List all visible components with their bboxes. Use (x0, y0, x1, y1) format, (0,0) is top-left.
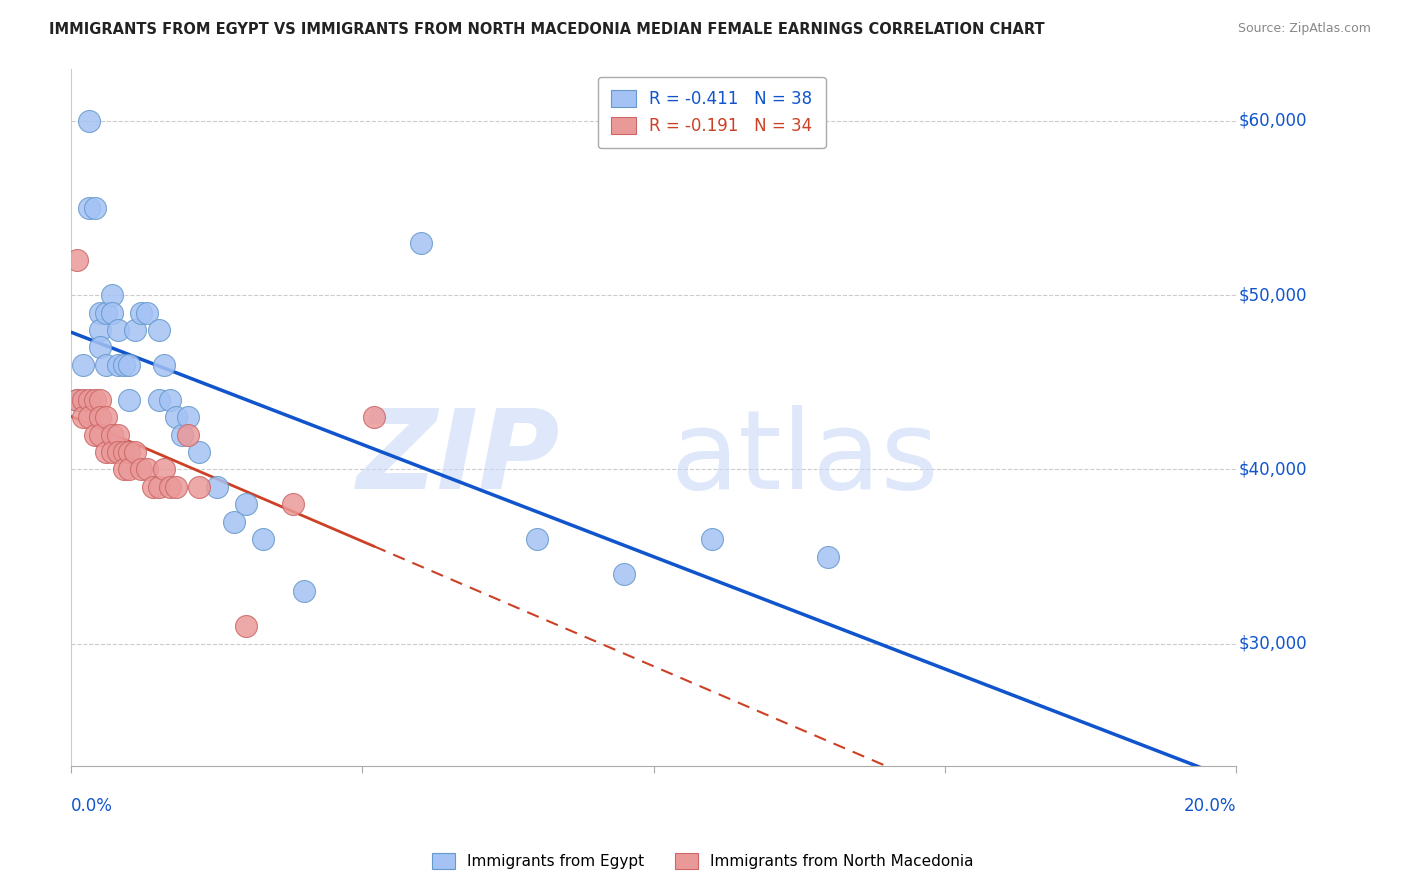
Point (159, 392, 181, 407)
Text: atlas: atlas (671, 406, 939, 512)
Point (409, 235, 432, 250)
Point (118, 392, 141, 407)
Point (176, 410, 198, 425)
Point (118, 462, 141, 476)
Point (101, 305, 124, 319)
Point (101, 427, 124, 442)
Point (101, 445, 124, 459)
Point (96, 410, 118, 425)
Point (107, 445, 129, 459)
Point (89, 340, 111, 354)
Point (96, 358, 118, 372)
Legend: R = -0.411   N = 38, R = -0.191   N = 34: R = -0.411 N = 38, R = -0.191 N = 34 (598, 77, 825, 148)
Point (159, 480, 181, 494)
Point (66, 253, 89, 268)
Point (66, 392, 89, 407)
Text: 0.0%: 0.0% (72, 797, 112, 815)
Point (170, 427, 193, 442)
Point (72, 358, 94, 372)
Point (101, 288, 124, 302)
Text: Source: ZipAtlas.com: Source: ZipAtlas.com (1237, 22, 1371, 36)
Text: ZIP: ZIP (357, 406, 561, 512)
Point (526, 532, 548, 546)
Point (77, 392, 100, 407)
Point (165, 410, 187, 425)
Text: $50,000: $50,000 (1239, 286, 1306, 304)
Point (153, 358, 176, 372)
Point (89, 323, 111, 337)
Point (252, 532, 274, 546)
Point (142, 480, 165, 494)
Point (118, 445, 141, 459)
Point (129, 305, 152, 319)
Point (77, 113, 100, 128)
Point (83, 201, 105, 215)
Point (77, 201, 100, 215)
Legend: Immigrants from Egypt, Immigrants from North Macedonia: Immigrants from Egypt, Immigrants from N… (426, 847, 980, 875)
Point (77, 410, 100, 425)
Point (112, 358, 135, 372)
Point (83, 392, 105, 407)
Point (176, 427, 198, 442)
Point (96, 445, 118, 459)
Point (700, 532, 723, 546)
Point (107, 323, 129, 337)
Text: $60,000: $60,000 (1239, 112, 1306, 130)
Point (224, 515, 246, 529)
Point (96, 305, 118, 319)
Point (83, 427, 105, 442)
Point (205, 480, 228, 494)
Point (107, 358, 129, 372)
Point (112, 445, 135, 459)
Point (89, 305, 111, 319)
Point (292, 584, 315, 599)
Point (72, 410, 94, 425)
Point (235, 497, 257, 511)
Point (72, 392, 94, 407)
Text: 20.0%: 20.0% (1184, 797, 1236, 815)
Point (188, 445, 211, 459)
Point (124, 445, 146, 459)
Point (363, 410, 385, 425)
Point (107, 427, 129, 442)
Text: IMMIGRANTS FROM EGYPT VS IMMIGRANTS FROM NORTH MACEDONIA MEDIAN FEMALE EARNINGS : IMMIGRANTS FROM EGYPT VS IMMIGRANTS FROM… (49, 22, 1045, 37)
Point (817, 549, 839, 564)
Text: $40,000: $40,000 (1239, 460, 1306, 478)
Point (136, 305, 159, 319)
Text: $30,000: $30,000 (1239, 634, 1306, 653)
Point (148, 323, 170, 337)
Point (66, 392, 89, 407)
Point (89, 427, 111, 442)
Point (281, 497, 304, 511)
Point (148, 392, 170, 407)
Point (235, 619, 257, 633)
Point (153, 462, 176, 476)
Point (118, 358, 141, 372)
Point (148, 480, 170, 494)
Point (136, 462, 159, 476)
Point (89, 392, 111, 407)
Point (129, 462, 152, 476)
Point (112, 462, 135, 476)
Point (89, 410, 111, 425)
Point (165, 480, 187, 494)
Point (124, 323, 146, 337)
Point (188, 480, 211, 494)
Point (613, 566, 636, 581)
